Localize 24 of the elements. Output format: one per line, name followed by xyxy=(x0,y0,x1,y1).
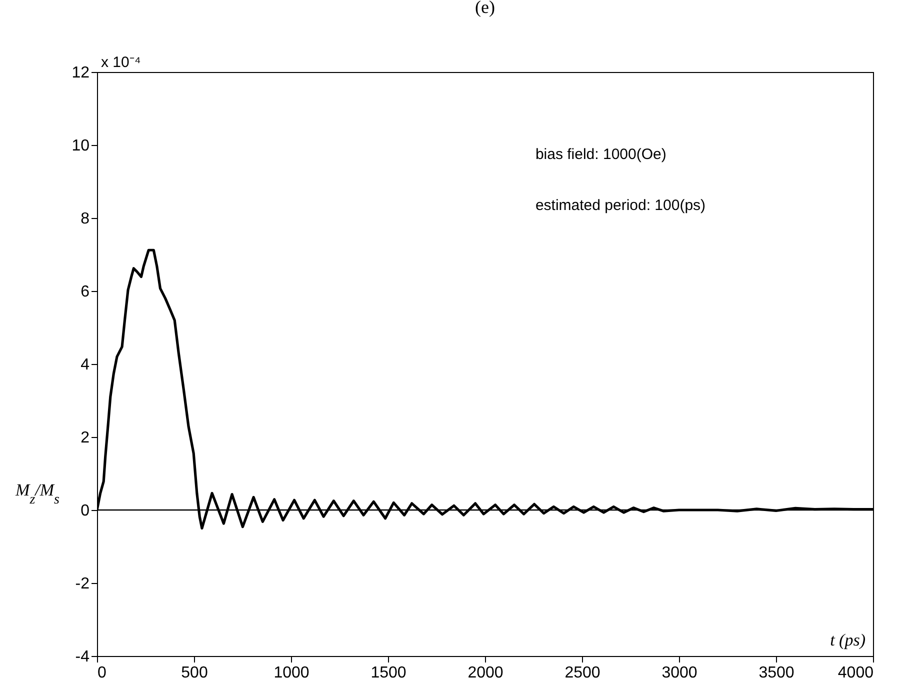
y-tick-label: -2 xyxy=(75,576,90,592)
chart-title: (e) xyxy=(475,0,495,17)
x-tick-label: 3000 xyxy=(662,664,698,682)
x-tick-label: 2500 xyxy=(564,664,600,682)
x-tick-label: 0 xyxy=(98,664,106,682)
y-axis-title: M$_{z}$/M$_{s}$ xyxy=(14,480,60,507)
y-tick-label: 8 xyxy=(80,210,90,228)
x-tick-label: 2000 xyxy=(468,664,504,682)
y-tick-label: 10 xyxy=(72,138,90,154)
annotation: bias field: 1000(Oe) xyxy=(535,146,666,163)
x-tick-label: 4000 xyxy=(838,664,874,682)
y-tick-label: 2 xyxy=(80,430,90,446)
x-tick-label: 500 xyxy=(181,664,208,682)
y-tick-label: 4 xyxy=(80,356,90,374)
y-tick-label: 6 xyxy=(80,284,90,300)
annotation: estimated period: 100(ps) xyxy=(535,197,706,214)
x-tick-label: 1000 xyxy=(274,664,310,682)
y-tick-label: 0 xyxy=(80,502,90,520)
text: x 10⁻⁴ xyxy=(101,54,141,71)
x-axis-title: t (ps) xyxy=(830,630,866,650)
x-tick-label: 1500 xyxy=(370,664,406,682)
y-tick-label: -4 xyxy=(75,648,90,666)
y-tick-label: 12 xyxy=(72,64,90,82)
x-tick-label: 3500 xyxy=(758,664,794,682)
